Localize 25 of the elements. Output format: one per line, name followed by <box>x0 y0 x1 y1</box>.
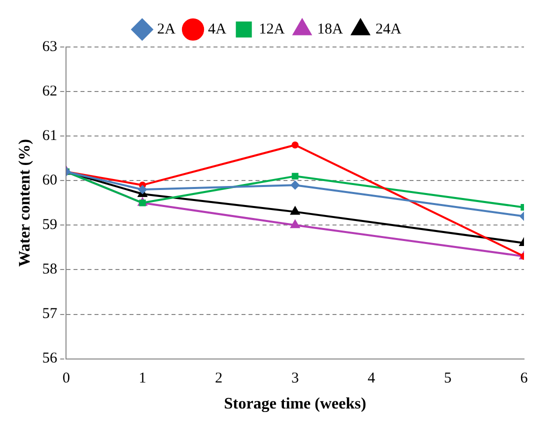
y-tick-label: 63 <box>42 38 58 55</box>
x-tick-label: 1 <box>138 370 146 387</box>
y-axis-title: Water content (%) <box>16 139 34 267</box>
y-tick-label: 60 <box>42 172 58 189</box>
legend-label: 2A <box>157 21 176 38</box>
x-axis-title: Storage time (weeks) <box>224 396 366 413</box>
y-tick-label: 56 <box>42 350 58 367</box>
y-tick-label: 59 <box>42 217 58 234</box>
point <box>292 172 298 180</box>
point <box>292 141 299 148</box>
legend-label: 4A <box>208 21 226 38</box>
y-tick-label: 62 <box>42 83 58 100</box>
legend-label: 18A <box>317 21 344 38</box>
point <box>290 206 300 215</box>
x-tick-label: 5 <box>444 370 452 387</box>
legend-label: 24A <box>376 21 402 38</box>
x-tick-label: 6 <box>520 370 528 387</box>
x-tick-label: 3 <box>291 370 299 387</box>
x-tick-label: 2 <box>215 370 223 387</box>
x-tick-label: 4 <box>368 370 376 387</box>
y-tick-label: 57 <box>42 306 58 322</box>
legend-label: 12A <box>258 21 285 38</box>
y-tick-label: 61 <box>42 128 58 144</box>
y-tick-label: 58 <box>42 262 58 278</box>
x-tick-label: 0 <box>62 370 70 387</box>
